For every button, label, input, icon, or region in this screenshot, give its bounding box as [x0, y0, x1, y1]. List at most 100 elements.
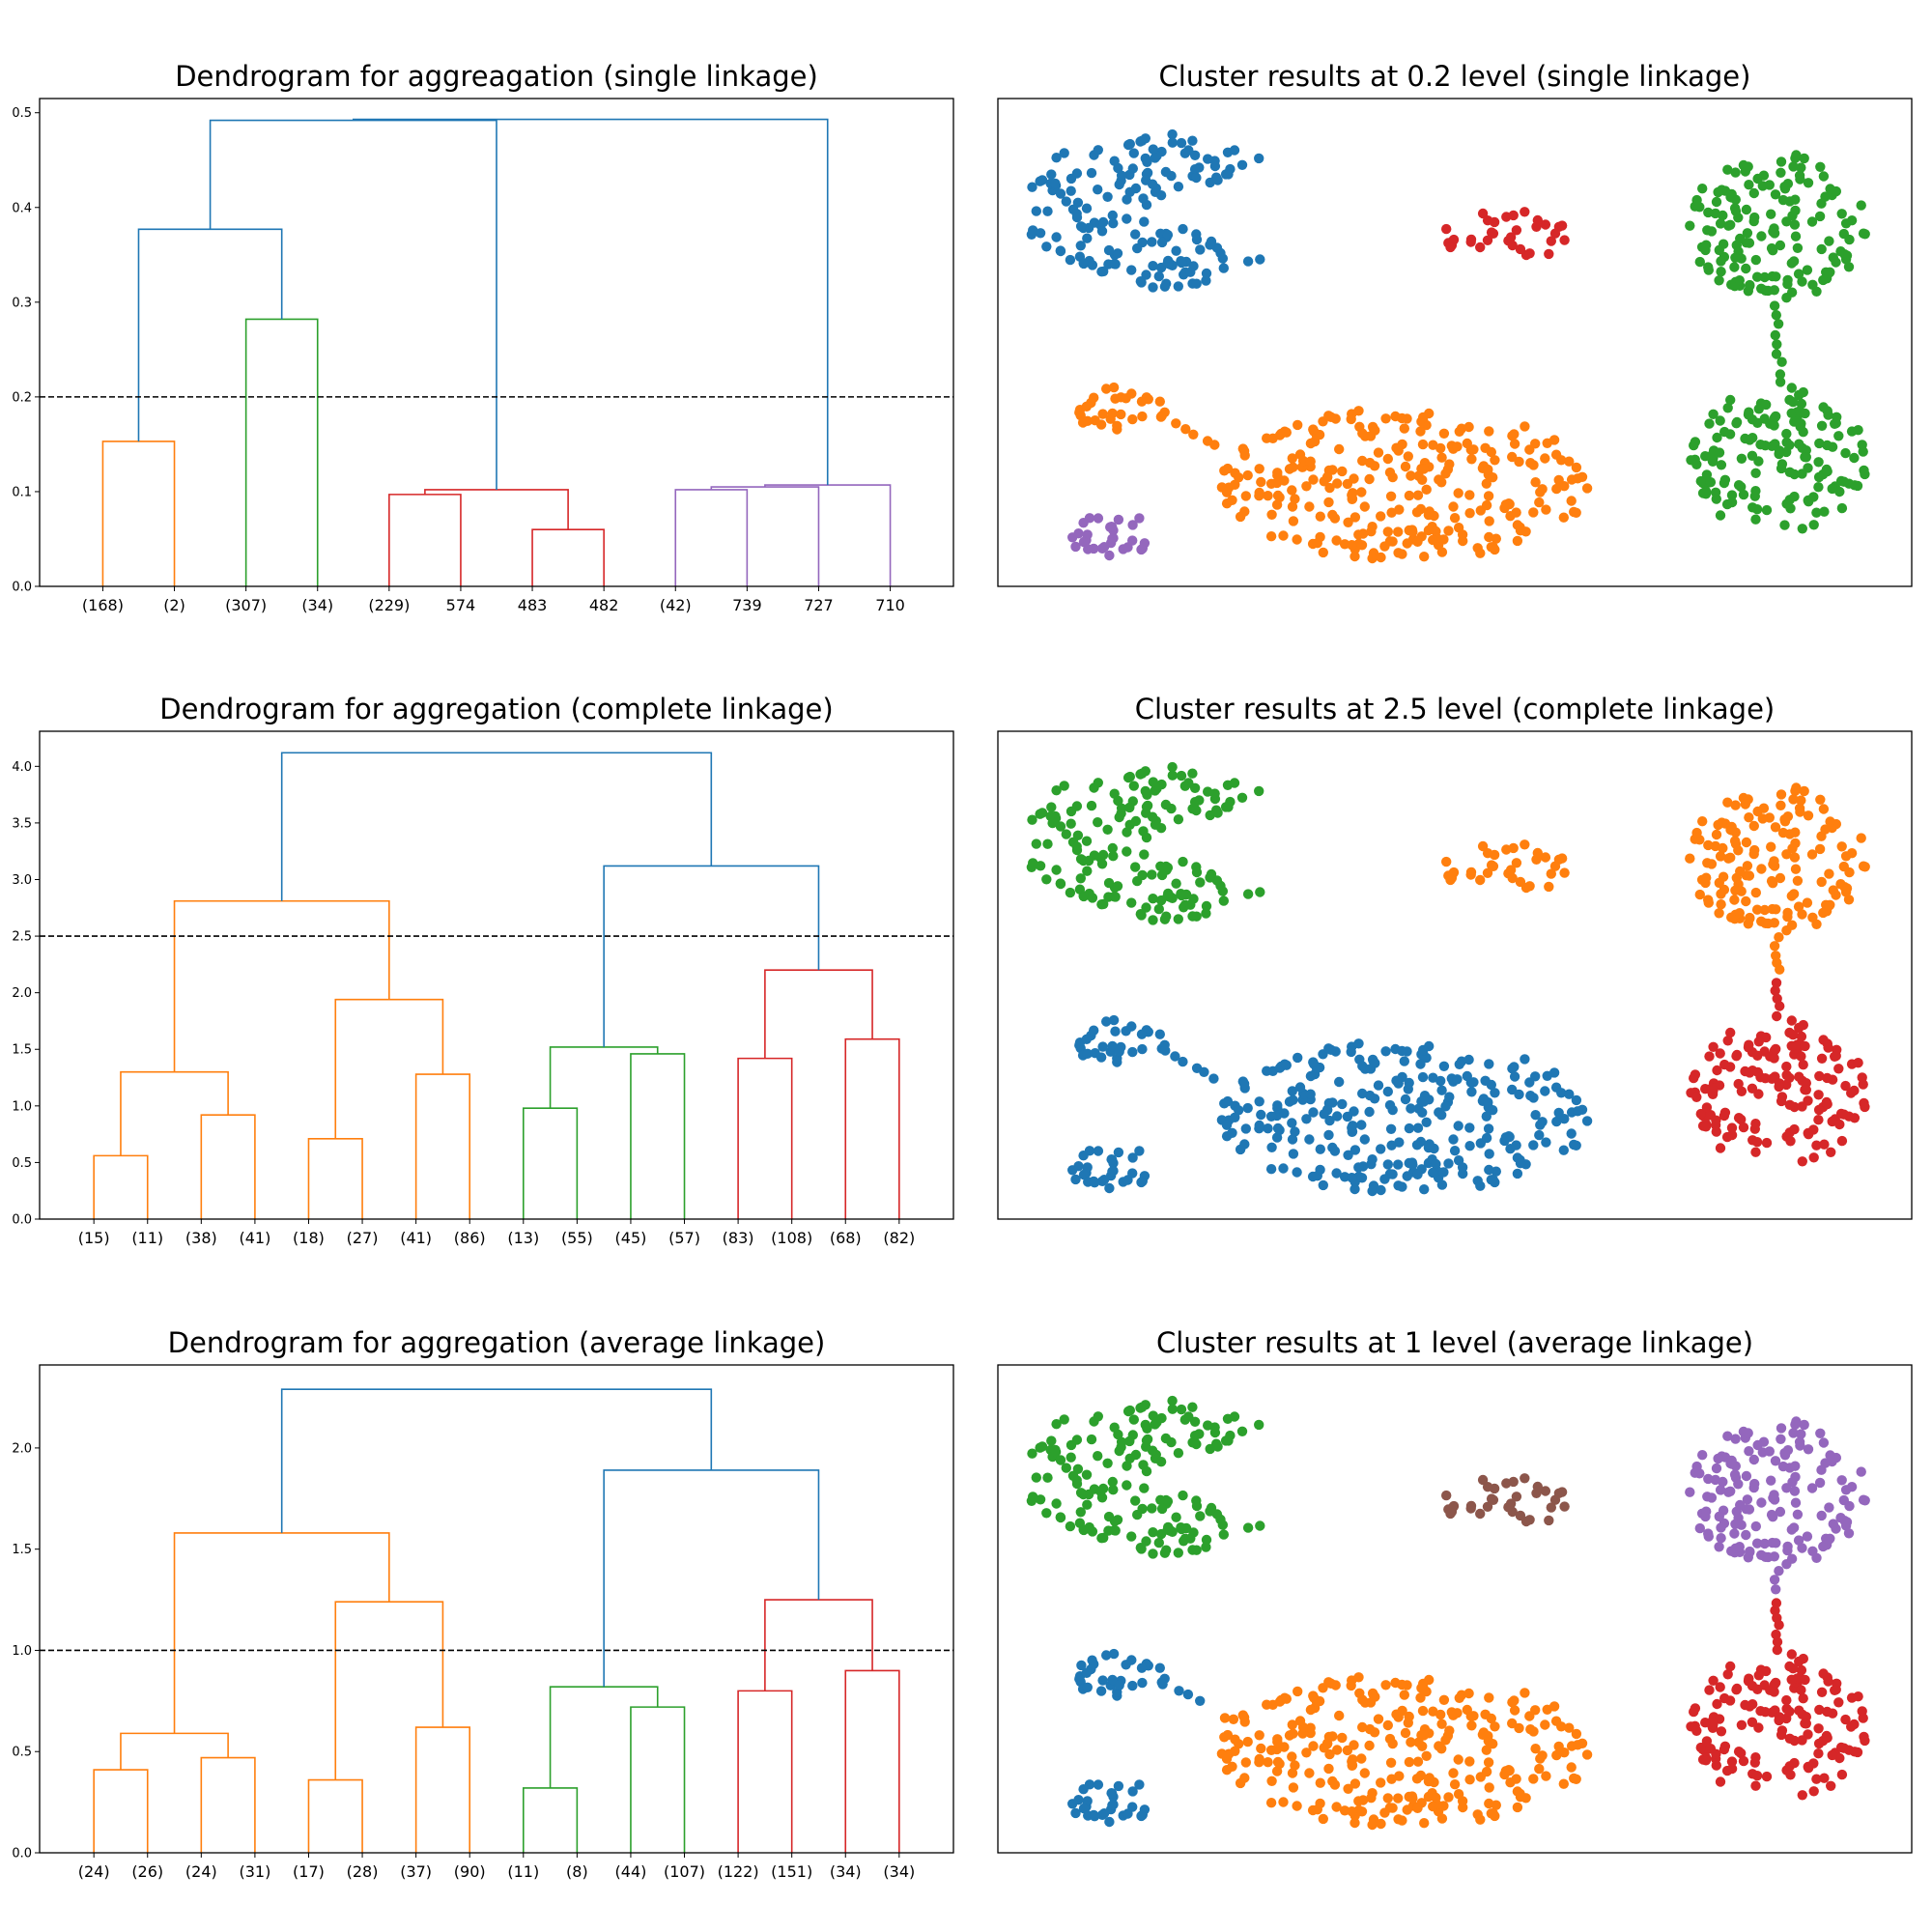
- scatter-point: [1050, 810, 1061, 822]
- scatter-point: [1763, 918, 1774, 929]
- scatter-point: [1364, 1740, 1375, 1751]
- scatter-point: [1788, 889, 1800, 899]
- scatter-point: [1431, 1158, 1441, 1170]
- scatter-point: [1078, 891, 1090, 902]
- scatter-point: [1723, 220, 1734, 231]
- scatter-point: [1443, 1792, 1454, 1803]
- scatter-point: [1775, 377, 1786, 387]
- scatter-point: [1797, 276, 1807, 287]
- scatter-point: [1813, 1723, 1824, 1734]
- scatter-point: [1808, 1758, 1819, 1769]
- scatter-point: [1281, 427, 1293, 438]
- scatter-point: [1488, 472, 1498, 483]
- scatter-point: [1752, 1050, 1763, 1062]
- scatter-point: [1102, 824, 1113, 835]
- scatter-point: [1161, 278, 1172, 289]
- scatter-point: [1239, 1139, 1250, 1150]
- scatter-point: [1769, 223, 1779, 234]
- scatter-point: [1444, 1725, 1455, 1736]
- scatter-point: [1353, 1038, 1364, 1049]
- scatter-point: [1860, 862, 1870, 872]
- scatter-point: [1230, 1746, 1240, 1757]
- scatter-point: [1065, 818, 1076, 829]
- scatter-point: [1412, 536, 1423, 547]
- scatter-point: [1715, 1048, 1725, 1059]
- scatter-point: [1825, 816, 1835, 827]
- scatter-point: [1419, 552, 1430, 562]
- scatter-point: [1706, 226, 1718, 237]
- scatter-point: [1385, 1757, 1397, 1769]
- scatter-point: [1254, 785, 1264, 797]
- scatter-point: [1501, 212, 1512, 222]
- axes-frame: [39, 98, 954, 587]
- scatter-point: [1369, 1727, 1380, 1738]
- scatter-point: [1774, 1081, 1784, 1093]
- scatter-point: [1454, 426, 1465, 437]
- scatter-point: [1114, 811, 1124, 823]
- scatter-point: [1694, 889, 1706, 900]
- scatter-point: [1201, 1534, 1212, 1546]
- scatter-point: [1512, 1802, 1523, 1813]
- scatter-point: [1287, 453, 1298, 464]
- scatter-point: [1179, 781, 1191, 791]
- scatter-point: [1162, 230, 1174, 241]
- scatter-point: [1700, 244, 1711, 256]
- dendrogram-link: [334, 998, 444, 1139]
- scatter-point: [1721, 1765, 1733, 1776]
- scatter-point: [1421, 1117, 1432, 1128]
- leaf-label: (24): [78, 1862, 110, 1881]
- scatter-point: [1468, 1077, 1479, 1088]
- scatter-point: [1771, 978, 1782, 988]
- scatter-point: [1093, 145, 1104, 156]
- scatter-point: [1695, 1108, 1707, 1120]
- scatter-point: [1055, 188, 1066, 199]
- scatter-point: [1779, 520, 1790, 530]
- scatter-point: [1803, 178, 1814, 188]
- scatter-point: [1694, 1522, 1706, 1534]
- scatter-point: [1274, 1124, 1285, 1136]
- scatter-point: [1417, 1705, 1429, 1717]
- leaf-label: (8): [566, 1862, 588, 1881]
- dendrogram-link: [120, 1070, 229, 1156]
- scatter-point: [1223, 169, 1234, 180]
- scatter-point: [1798, 1693, 1808, 1704]
- scatter-point: [1242, 1102, 1253, 1114]
- scatter-point: [1153, 903, 1165, 915]
- scatter-point: [1830, 418, 1840, 429]
- scatter-point: [1744, 812, 1754, 823]
- panel-3: Dendrogram for aggregation (complete lin…: [12, 693, 954, 1247]
- leaf-label: (90): [454, 1862, 486, 1881]
- scatter-point: [1833, 1064, 1844, 1074]
- scatter-point: [1376, 1184, 1386, 1196]
- scatter-point: [1813, 1104, 1825, 1116]
- scatter-point: [1095, 1052, 1107, 1063]
- dendrogram-link: [414, 1726, 471, 1853]
- scatter-point: [1397, 412, 1407, 424]
- scatter-point: [1265, 1798, 1277, 1808]
- scatter-point: [1723, 853, 1734, 864]
- scatter-point: [1107, 1800, 1118, 1811]
- scatter-point: [1814, 1477, 1826, 1489]
- scatter-point: [1263, 1757, 1273, 1768]
- scatter-point: [1731, 872, 1743, 883]
- scatter-point: [1794, 1656, 1804, 1667]
- leaf-label: (82): [883, 1229, 915, 1247]
- scatter-point: [1475, 1508, 1486, 1520]
- scatter-point: [1766, 209, 1776, 219]
- scatter-point: [1816, 1053, 1828, 1065]
- scatter-point: [1856, 200, 1866, 211]
- scatter-point: [1334, 1710, 1345, 1721]
- scatter-point: [1820, 1458, 1831, 1468]
- scatter-point: [1540, 1486, 1551, 1496]
- scatter-point: [1564, 1722, 1575, 1733]
- scatter-point: [1212, 1441, 1223, 1452]
- scatter-point: [1520, 421, 1530, 432]
- scatter-point: [1534, 497, 1545, 508]
- scatter-point: [1711, 1463, 1722, 1474]
- scatter-point: [1716, 1533, 1726, 1544]
- scatter-point: [1191, 1438, 1202, 1450]
- scatter-point: [1173, 281, 1184, 292]
- scatter-point: [1751, 1137, 1763, 1148]
- scatter-point: [1710, 487, 1721, 497]
- scatter-point: [1287, 1134, 1298, 1145]
